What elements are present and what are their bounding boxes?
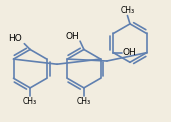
Text: OH: OH — [122, 48, 136, 57]
Text: HO: HO — [8, 34, 22, 43]
Text: OH: OH — [65, 31, 79, 41]
Text: CH₃: CH₃ — [77, 97, 91, 106]
Text: CH₃: CH₃ — [120, 6, 134, 15]
Text: CH₃: CH₃ — [23, 97, 37, 106]
